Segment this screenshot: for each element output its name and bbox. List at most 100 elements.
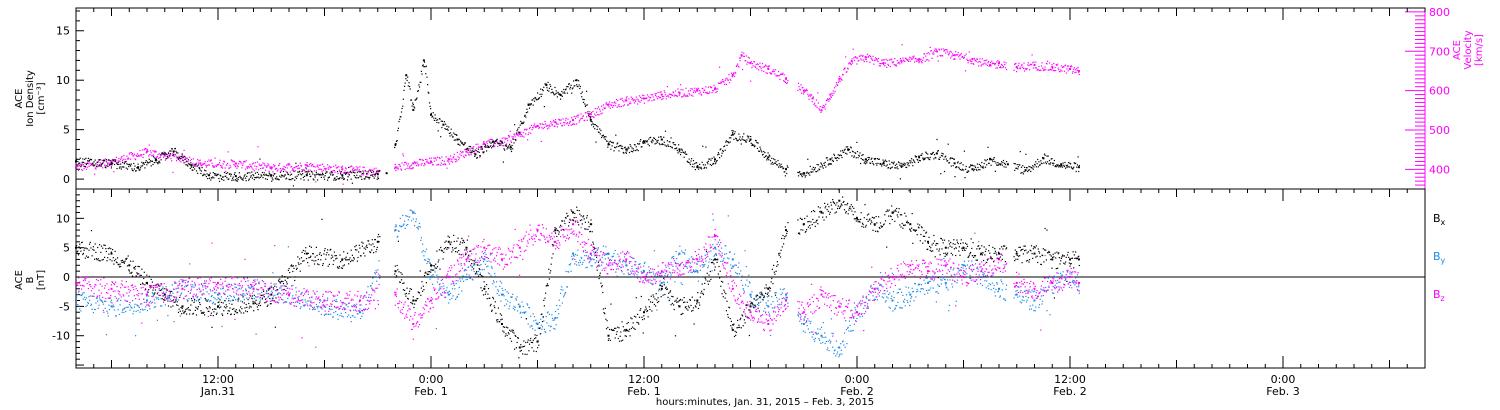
- by-series-point-0: [75, 299, 77, 302]
- density-series-point-28: [607, 143, 610, 146]
- density-axis-title: ACE Ion Density [cm⁻³]: [14, 70, 47, 127]
- bz-series-point-2: [146, 293, 148, 296]
- x-tick-date-4: Feb. 2: [1053, 385, 1086, 398]
- velocity-series-point-44: [918, 58, 921, 61]
- velocity-series-point-30: [731, 73, 734, 76]
- bz-series-point-38: [909, 264, 912, 267]
- density-series-point-43: [882, 162, 885, 165]
- velocity-tick-label-3: 700: [1429, 45, 1450, 58]
- bx-series-point-21: [554, 229, 557, 232]
- by-series-point-38: [909, 293, 912, 296]
- x-tick-date-3: Feb. 2: [840, 385, 873, 398]
- bz-series-point-7: [323, 299, 326, 302]
- velocity-series-point-51: [1033, 64, 1036, 67]
- by-series-point-25: [678, 252, 681, 255]
- velocity-series-point-43: [900, 60, 903, 63]
- bx-series-point-20: [536, 340, 539, 343]
- bx-series-point-15: [447, 240, 450, 243]
- bz-series-point-11: [430, 299, 432, 302]
- velocity-series-point-0: [75, 166, 77, 169]
- legend-By: By: [1433, 250, 1446, 265]
- velocity-series-point-42: [882, 62, 885, 65]
- density-series-point-36: [749, 138, 752, 141]
- density-tick-label-3: 15: [56, 25, 70, 38]
- velocity-series-point-1: [110, 160, 113, 163]
- density-series-point-47: [953, 162, 956, 165]
- density-series-point-31: [660, 138, 663, 141]
- bz-series-point-28: [731, 287, 734, 290]
- bx-series-point-28: [678, 305, 681, 308]
- x-tick-time-3: 0:00: [845, 373, 870, 386]
- density-series-point-17: [430, 113, 432, 116]
- velocity-series-point-2: [146, 150, 148, 153]
- bx-series-point-12: [394, 270, 397, 273]
- density-series-point-48: [971, 168, 974, 171]
- bz-series-point-21: [607, 264, 610, 267]
- velocity-series-point-41: [864, 56, 867, 59]
- magnetic-panel: -10 -5 0 5 10 ACE B [nT] Bx By Bz: [14, 188, 1446, 369]
- bx-series-point-0: [75, 246, 77, 249]
- bx-series-point-30: [714, 258, 716, 261]
- density-series-point-38: [785, 168, 787, 171]
- velocity-tick-label-0: 400: [1429, 163, 1450, 176]
- bx-series-point-42: [927, 240, 929, 243]
- bx-series-point-24: [607, 334, 610, 337]
- bx-series-point-48: [1033, 252, 1036, 255]
- velocity-tick-label-2: 600: [1429, 85, 1450, 98]
- bx-series-point-33: [767, 287, 770, 290]
- density-series-point-37: [767, 156, 770, 159]
- b-axis-title-line-1: B: [25, 276, 36, 283]
- velocity-series-point-14: [447, 158, 450, 161]
- bx-series-point-8: [270, 293, 273, 296]
- by-series-point-37: [891, 299, 894, 302]
- density-series-density-dots: [76, 61, 1080, 187]
- magnetic-panel-frame: [75, 188, 1426, 369]
- density-series-point-29: [625, 148, 628, 151]
- velocity-series-point-46: [953, 54, 956, 57]
- by-series-point-14: [483, 258, 486, 261]
- bx-series-point-1: [110, 252, 113, 255]
- by-series-point-45: [1033, 299, 1036, 302]
- velocity-axis-title: ACE Velocity [km/s]: [1452, 30, 1485, 69]
- velocity-series-point-54: [1077, 70, 1080, 72]
- bx-series-point-17: [483, 287, 486, 290]
- bz-series-point-9: [394, 293, 397, 296]
- velocity-series-point-34: [785, 77, 787, 80]
- bz-series-density-dots: [76, 213, 1080, 340]
- by-series-point-20: [589, 258, 592, 261]
- density-series-point-27: [589, 118, 592, 121]
- bz-series-point-24: [660, 270, 663, 273]
- x-tick-time-2: 12:00: [628, 373, 660, 386]
- bz-series-point-42: [980, 270, 983, 273]
- bx-series-point-41: [909, 223, 912, 226]
- legend-Bz: Bz: [1433, 288, 1445, 303]
- bz-series-point-25: [678, 264, 681, 267]
- bx-series-point-22: [572, 211, 574, 214]
- velocity-series: [75, 44, 1080, 185]
- velocity-series-point-52: [1051, 66, 1054, 68]
- bz-series-point-16: [518, 246, 521, 249]
- bz-series-point-20: [589, 252, 592, 255]
- x-tick-time-0: 12:00: [202, 373, 234, 386]
- velocity-series-point-49: [998, 62, 1000, 65]
- bx-series-point-39: [873, 223, 876, 226]
- by-series-point-39: [927, 281, 929, 284]
- x-tick-date-5: Feb. 3: [1266, 385, 1299, 398]
- velocity-series-point-9: [341, 168, 344, 171]
- by-series-density-dots: [76, 209, 1080, 358]
- by-series-point-27: [714, 246, 716, 249]
- by-series-point-44: [1015, 293, 1018, 296]
- bx-series-point-31: [731, 328, 734, 331]
- density-axis-title-line-2: [cm⁻³]: [36, 82, 47, 114]
- density-series-point-8: [270, 174, 273, 177]
- velocity-series-point-8: [305, 164, 308, 167]
- density-series-point-45: [918, 156, 921, 159]
- bz-series-point-19: [572, 223, 574, 226]
- bx-series-point-11: [376, 240, 379, 243]
- bx-series-density-dots: [76, 189, 1080, 359]
- bz-series-point-27: [714, 235, 716, 237]
- bz-series-point-48: [1077, 281, 1080, 284]
- by-series-point-16: [518, 305, 521, 308]
